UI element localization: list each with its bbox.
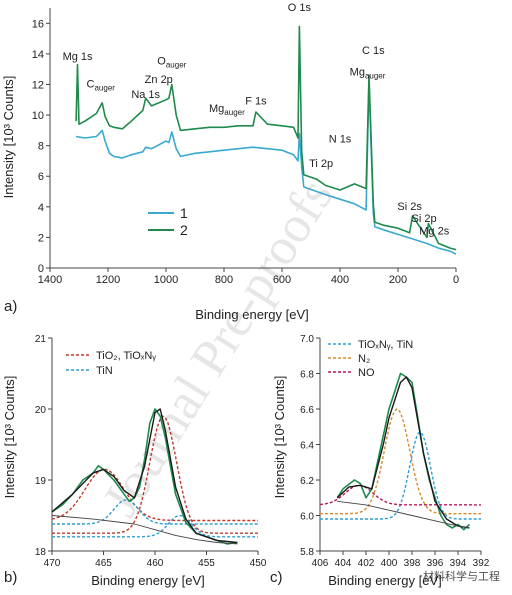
survey-x-tick-label: 1400 xyxy=(38,274,62,286)
n1s-y-tick-label: 6.6 xyxy=(300,405,314,416)
survey-spectrum-panel: a) Binding energy [eV] Intensity [10³ Co… xyxy=(1,2,459,322)
n1s-x-tick-label: 400 xyxy=(381,558,398,569)
survey-x-tick-label: 1000 xyxy=(154,274,178,286)
survey-y-tick-label: 6 xyxy=(38,171,44,183)
ti2p-ylabel: Intensity [10³ Counts] xyxy=(2,376,17,499)
survey-y-tick-label: 16 xyxy=(32,18,44,30)
ti2p-legend-label: TiO₂, TiOₓNᵧ xyxy=(96,350,156,362)
ti2p-fit-peak xyxy=(51,468,258,522)
n1s-x-tick-label: 392 xyxy=(473,558,490,569)
n1s-y-tick-label: 5.8 xyxy=(300,547,314,558)
n1s-legend-label: N₂ xyxy=(358,353,370,365)
annotation-subscript: auger xyxy=(94,84,115,93)
survey-peak-annotation: F 1s xyxy=(245,95,267,107)
survey-peak-annotation: Oauger xyxy=(157,56,186,70)
ti2p-fit-peak xyxy=(52,514,258,538)
survey-x-tick-label: 1200 xyxy=(96,274,120,286)
n1s-x-tick-label: 404 xyxy=(335,558,352,569)
n1s-legend-label: TiOₓNᵧ, TiN xyxy=(358,339,413,351)
survey-y-tick-label: 2 xyxy=(38,232,44,244)
n1s-y-tick-label: 6.4 xyxy=(300,441,314,452)
survey-series-2 xyxy=(75,25,457,251)
survey-peak-annotation: Mg 1s xyxy=(63,51,93,63)
ti2p-y-tick-label: 20 xyxy=(35,405,47,416)
ti2p-x-tick-label: 460 xyxy=(147,558,164,569)
survey-peak-annotation: Mgauger xyxy=(209,103,245,117)
survey-x-tick-label: 200 xyxy=(389,274,407,286)
survey-x-tick-label: 400 xyxy=(331,274,349,286)
annotation-subscript: auger xyxy=(166,61,187,70)
survey-y-tick-label: 0 xyxy=(38,263,44,275)
ti2p-y-tick-label: 21 xyxy=(35,334,47,345)
survey-y-tick-label: 14 xyxy=(32,49,44,61)
annotation-subscript: auger xyxy=(224,108,245,117)
survey-peak-annotation: C 1s xyxy=(362,45,385,57)
ti2p-y-tick-label: 19 xyxy=(35,476,47,487)
n1s-ylabel: Intensity [10³ Counts] xyxy=(272,376,287,499)
survey-y-tick-label: 8 xyxy=(38,141,44,153)
watermark: Journal Pre-proofs xyxy=(92,169,345,526)
n1s-series-measured xyxy=(336,372,471,531)
survey-peak-annotation: Ti 2p xyxy=(309,158,333,170)
ti2p-series-envelope xyxy=(51,408,238,544)
survey-ylabel: Intensity [10³ Counts] xyxy=(1,76,16,199)
ti2p-x-tick-label: 450 xyxy=(250,558,267,569)
n1s-series-background xyxy=(337,500,470,529)
n1s-legend-label: NO xyxy=(358,367,375,379)
n1s-x-tick-label: 398 xyxy=(404,558,421,569)
n1s-series-envelope xyxy=(336,376,470,529)
survey-y-tick-label: 4 xyxy=(38,202,44,214)
survey-x-tick-label: 600 xyxy=(273,274,291,286)
survey-y-tick-label: 12 xyxy=(32,79,44,91)
legend-label-1: 1 xyxy=(180,205,188,221)
n1s-y-tick-label: 7.0 xyxy=(300,334,314,345)
survey-peak-annotation: O 1s xyxy=(288,2,312,14)
survey-x-tick-label: 800 xyxy=(215,274,233,286)
annotation-subscript: auger xyxy=(365,71,386,80)
footer-mark: 材料科学与工程 xyxy=(423,569,500,583)
legend-label-2: 2 xyxy=(180,222,188,238)
n1s-fit-peak xyxy=(320,408,481,515)
survey-peak-annotation: N 1s xyxy=(329,134,352,146)
survey-peak-annotation: Si 2s xyxy=(397,201,422,213)
n1s-y-tick-label: 6.0 xyxy=(300,512,314,523)
ti2p-series-background xyxy=(51,515,238,545)
survey-peak-annotation: Cauger xyxy=(87,79,116,93)
panel-label-b: b) xyxy=(4,569,17,586)
ti2p-x-tick-label: 465 xyxy=(95,558,112,569)
survey-peak-annotation: Si 2p xyxy=(412,213,437,225)
panel-label-c: c) xyxy=(270,569,283,586)
n1s-x-tick-label: 394 xyxy=(450,558,467,569)
n1s-x-tick-label: 396 xyxy=(427,558,444,569)
n1s-y-tick-label: 6.2 xyxy=(300,476,314,487)
ti2p-x-tick-label: 455 xyxy=(198,558,215,569)
n1s-x-tick-label: 406 xyxy=(312,558,329,569)
ti2p-xlabel: Binding energy [eV] xyxy=(91,573,204,588)
survey-xlabel: Binding energy [eV] xyxy=(195,307,308,322)
ti2p-y-tick-label: 18 xyxy=(35,547,47,558)
ti2p-fit-peak xyxy=(52,499,258,525)
n1s-xlabel: Binding energy [eV] xyxy=(328,573,441,588)
n1s-fit-peak xyxy=(320,431,481,520)
survey-peak-annotation: Mg 2s xyxy=(419,225,449,237)
n1s-x-tick-label: 402 xyxy=(358,558,375,569)
survey-x-tick-label: 0 xyxy=(453,274,459,286)
panel-label-a: a) xyxy=(4,298,17,315)
survey-y-tick-label: 10 xyxy=(32,110,44,122)
n1s-spectrum-panel: c) Binding energy [eV] Intensity [10³ Co… xyxy=(270,334,490,588)
survey-peak-annotation: Mgauger xyxy=(350,66,386,80)
ti2p-x-tick-label: 470 xyxy=(44,558,61,569)
n1s-y-tick-label: 6.8 xyxy=(300,370,314,381)
ti2p-legend-label: TiN xyxy=(96,365,113,377)
n1s-fit-peak xyxy=(319,484,481,506)
survey-peak-annotation: Zn 2p xyxy=(145,74,173,86)
ti2p-spectrum-panel: b) Binding energy [eV] Intensity [10³ Co… xyxy=(2,334,267,588)
survey-peak-annotation: Na 1s xyxy=(131,89,160,101)
